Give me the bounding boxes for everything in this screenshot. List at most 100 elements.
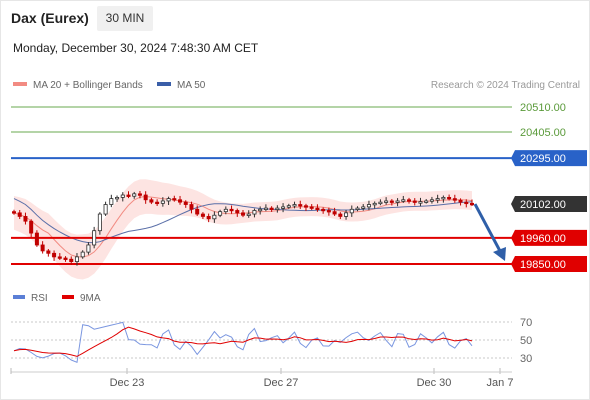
candle-body [29, 220, 34, 234]
candle-body [52, 252, 57, 258]
candle-body [92, 230, 97, 246]
candle-body [40, 244, 45, 252]
candle-body [103, 204, 108, 215]
ma9-swatch-icon [62, 295, 74, 300]
legend-ma50-label: MA 50 [177, 80, 206, 91]
candle-body [384, 200, 389, 203]
candle-body [132, 193, 137, 197]
ma50-line [13, 198, 473, 244]
legend-rsi: RSI [13, 293, 48, 304]
candle-body [292, 204, 297, 207]
candle-body [143, 194, 148, 201]
candle-body [355, 207, 360, 210]
x-tick-label-0: Dec 23 [110, 377, 145, 389]
candle-body [258, 208, 263, 212]
candle-body [155, 201, 160, 205]
candle-body [218, 211, 223, 216]
candle-body [349, 208, 354, 214]
candle-body [389, 200, 394, 203]
candle-body [120, 194, 125, 198]
timestamp: Monday, December 30, 2024 7:48:30 AM CET [13, 41, 259, 55]
legend-9ma: 9MA [62, 293, 101, 304]
candle-body [303, 205, 308, 208]
candle-body [229, 208, 234, 212]
candle-body [464, 201, 469, 205]
candle-body [298, 204, 303, 207]
candle-body [17, 212, 22, 217]
candle-body [11, 211, 16, 214]
candle-body [23, 216, 28, 222]
candle-body [126, 194, 131, 197]
x-tick-label-2: Dec 30 [417, 377, 452, 389]
candle-body [332, 211, 337, 215]
candle-body [189, 204, 194, 210]
ma20-swatch-icon [13, 82, 27, 87]
candle-body [166, 198, 171, 202]
candle-body [407, 199, 412, 202]
candle-body [160, 200, 165, 204]
level-tag-5 [511, 256, 587, 272]
legend-ma20: MA 20 + Bollinger Bands [13, 80, 143, 91]
candle-body [183, 201, 188, 205]
level-label-2: 20295.00 [520, 153, 566, 165]
candle-body [469, 202, 474, 206]
candle-body [372, 202, 377, 206]
candle-body [263, 207, 268, 210]
candle-body [447, 196, 452, 200]
candle-body [235, 210, 240, 214]
candle-body [34, 232, 39, 246]
legend-rsi-label: RSI [31, 293, 48, 304]
candle-body [200, 213, 205, 217]
candle-body [326, 210, 331, 213]
candle-body [57, 256, 62, 259]
candle-body [452, 198, 457, 201]
candle-body [246, 213, 251, 216]
candle-body [223, 208, 228, 213]
legend-ma20-label: MA 20 + Bollinger Bands [33, 80, 143, 91]
candle-body [366, 204, 371, 208]
candle-body [69, 258, 74, 263]
candle-body [424, 200, 429, 203]
candle-body [97, 213, 102, 232]
candle-body [315, 207, 320, 210]
x-tick-label-1: Dec 27 [264, 377, 299, 389]
candle-body [63, 257, 68, 260]
level-tag-2 [511, 150, 587, 167]
ma50-swatch-icon [157, 82, 171, 87]
rsi-tick-2: 30 [520, 353, 532, 365]
rsi-tick-1: 50 [520, 335, 532, 347]
candle-body [46, 250, 51, 254]
candle-body [252, 210, 257, 215]
candle-body [195, 208, 200, 215]
level-label-5: 19850.00 [520, 259, 566, 271]
candle-body [74, 256, 79, 263]
candle-body [149, 199, 154, 203]
level-label-3: 20102.00 [520, 199, 566, 211]
candle-body [86, 244, 91, 253]
candle-body [281, 206, 286, 209]
candle-body [109, 198, 114, 205]
timeframe-badge[interactable]: 30 MIN [97, 6, 153, 31]
candle-body [378, 201, 383, 205]
candle-body [458, 199, 463, 203]
candle-body [309, 206, 314, 209]
level-label-4: 19960.00 [520, 233, 566, 245]
candle-body [321, 208, 326, 212]
candle-body [212, 214, 217, 220]
candle-body [269, 207, 274, 210]
legend-9ma-label: 9MA [80, 293, 101, 304]
candle-body [286, 205, 291, 208]
level-label-0: 20510.00 [520, 102, 566, 114]
candle-body [172, 198, 177, 201]
candle-body [429, 199, 434, 202]
rsi-swatch-icon [13, 295, 25, 300]
candle-body [80, 251, 85, 258]
bollinger-band [14, 179, 472, 280]
credit: Research © 2024 Trading Central [430, 80, 580, 91]
candle-body [206, 216, 211, 220]
candle-body [435, 198, 440, 201]
rsi-tick-0: 70 [520, 317, 532, 329]
x-tick-label-3: Jan 7 [487, 377, 514, 389]
candle-body [115, 196, 120, 200]
candle-body [401, 199, 406, 202]
